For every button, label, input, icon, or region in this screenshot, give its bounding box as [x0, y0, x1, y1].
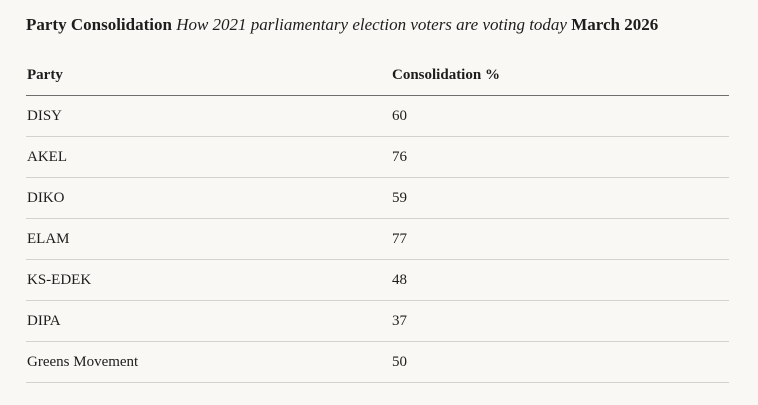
title-main: Party Consolidation	[26, 15, 172, 34]
cell-consolidation: 77	[391, 218, 729, 260]
table-card: Party Consolidation How 2021 parliamenta…	[26, 12, 729, 383]
table-row: DISY 60	[26, 95, 729, 137]
cell-consolidation: 60	[391, 95, 729, 137]
cell-consolidation: 76	[391, 136, 729, 178]
cell-party: AKEL	[26, 136, 391, 178]
consolidation-table: Party Consolidation % DISY 60 AKEL 76 DIKO 59…	[26, 55, 729, 383]
cell-party: ELAM	[26, 218, 391, 260]
cell-consolidation: 37	[391, 300, 729, 342]
cell-party: DISY	[26, 95, 391, 137]
title-subtitle: How 2021 parliamentary election voters a…	[176, 15, 567, 34]
table-row: Greens Movement 50	[26, 341, 729, 383]
table-row: KS-EDEK 48	[26, 259, 729, 301]
cell-party: KS-EDEK	[26, 259, 391, 301]
table-header: Party Consolidation %	[26, 55, 729, 96]
table-body: DISY 60 AKEL 76 DIKO 59 ELAM 77 KS-EDEK 48 DIPA 37 G…	[26, 95, 729, 383]
column-header-consolidation: Consolidation %	[391, 55, 729, 96]
cell-party: Greens Movement	[26, 341, 391, 383]
cell-consolidation: 48	[391, 259, 729, 301]
table-row: ELAM 77	[26, 218, 729, 260]
table-row: AKEL 76	[26, 136, 729, 178]
table-row: DIKO 59	[26, 177, 729, 219]
cell-party: DIKO	[26, 177, 391, 219]
header-row: Party Consolidation %	[26, 55, 729, 96]
column-header-party: Party	[26, 55, 391, 96]
chart-title: Party Consolidation How 2021 parliamenta…	[26, 12, 729, 38]
cell-consolidation: 50	[391, 341, 729, 383]
cell-consolidation: 59	[391, 177, 729, 219]
cell-party: DIPA	[26, 300, 391, 342]
title-date: March 2026	[571, 15, 659, 34]
table-row: DIPA 37	[26, 300, 729, 342]
